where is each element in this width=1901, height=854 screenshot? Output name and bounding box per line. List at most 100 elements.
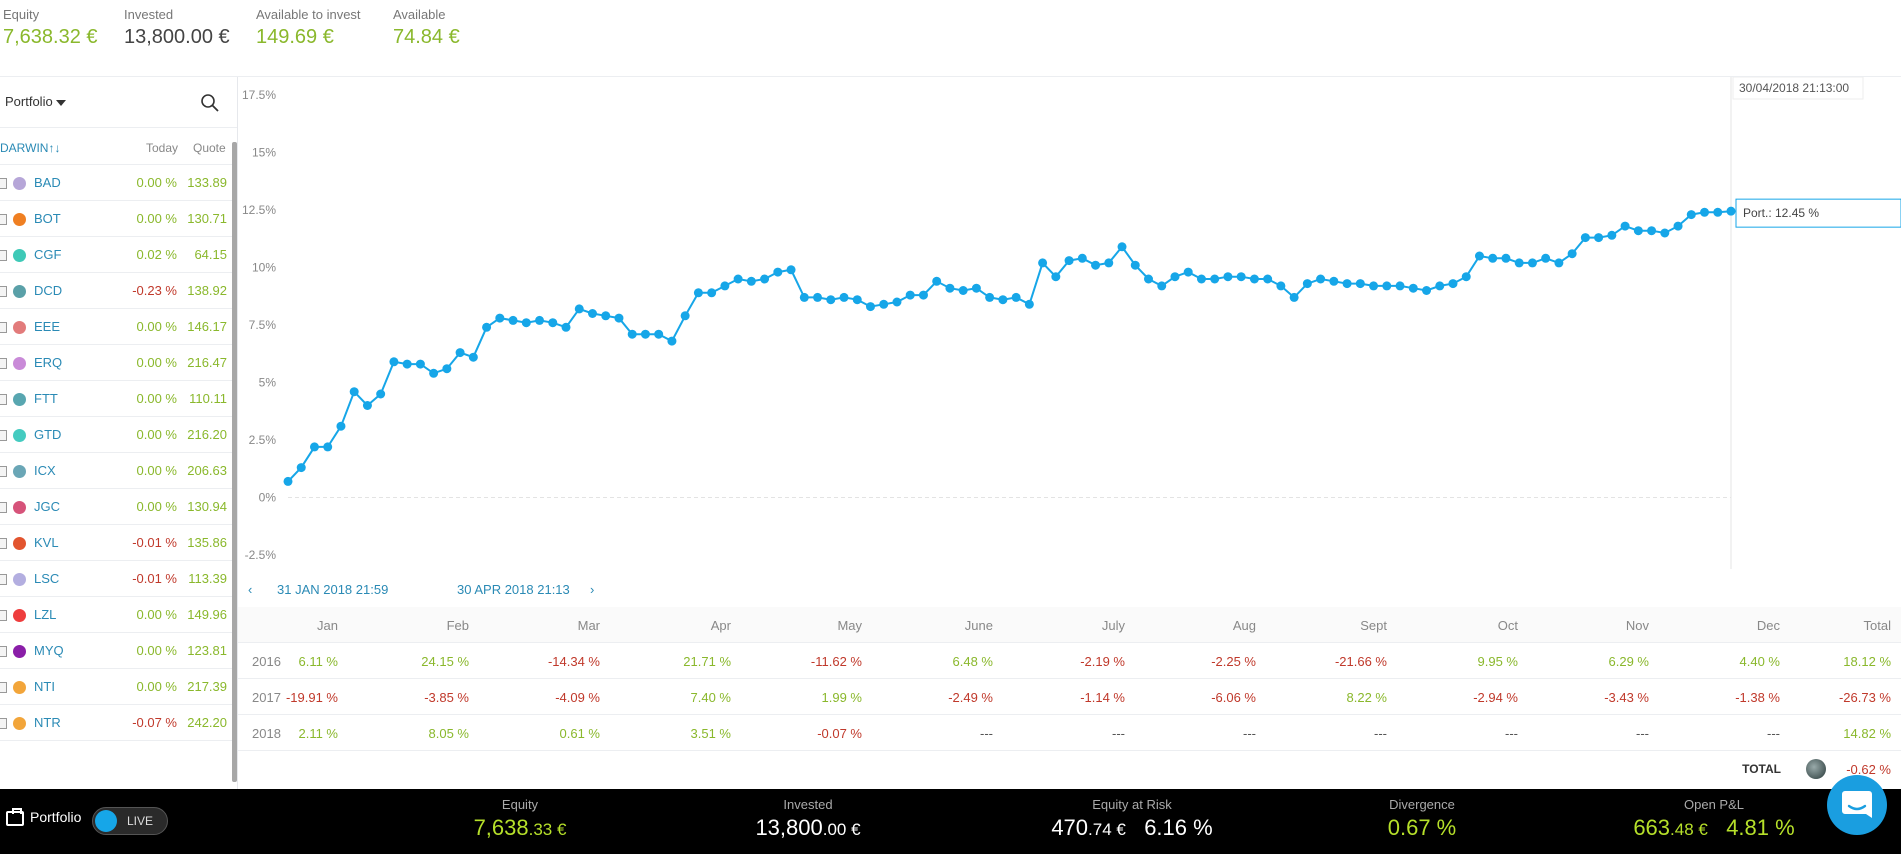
darwin-name[interactable]: ICX: [34, 463, 56, 478]
darwin-name[interactable]: NTR: [34, 715, 61, 730]
return-cell: -2.25 %: [1211, 654, 1256, 669]
darwin-name[interactable]: JGC: [34, 499, 60, 514]
darwin-row[interactable]: GTD 0.00 % 216.20: [0, 417, 237, 453]
darwin-row[interactable]: NTR -0.07 % 242.20: [0, 705, 237, 741]
y-tick-label: 5%: [259, 376, 277, 390]
darwin-name[interactable]: ERQ: [34, 355, 63, 370]
darwin-checkbox[interactable]: [0, 178, 7, 189]
table-row: 2018 2.11 % 8.05 % 0.61 % 3.51 % -0.07 % --- --…: [238, 715, 1901, 751]
portfolio-dropdown[interactable]: Portfolio: [5, 94, 66, 109]
darwin-quote: 242.20: [187, 715, 227, 730]
darwin-row[interactable]: BOT 0.00 % 130.71: [0, 201, 237, 237]
series-point: [1527, 258, 1537, 268]
darwin-row[interactable]: NTI 0.00 % 217.39: [0, 669, 237, 705]
live-toggle[interactable]: LIVE: [92, 807, 168, 835]
series-point: [1501, 253, 1511, 263]
portfolio-dropdown-label: Portfolio: [5, 94, 53, 109]
darwin-name[interactable]: LSC: [34, 571, 60, 586]
search-icon[interactable]: [200, 93, 220, 113]
darwin-name[interactable]: LZL: [34, 607, 57, 622]
series-point: [971, 283, 981, 293]
darwin-row[interactable]: LZL 0.00 % 149.96: [0, 597, 237, 633]
darwin-checkbox[interactable]: [0, 646, 7, 657]
month-header: Feb: [446, 618, 469, 633]
series-point: [415, 359, 425, 369]
series-point: [1488, 253, 1498, 263]
darwin-row[interactable]: JGC 0.00 % 130.94: [0, 489, 237, 525]
darwin-checkbox[interactable]: [0, 394, 7, 405]
darwin-name[interactable]: EEE: [34, 319, 61, 334]
darwin-quote: 113.39: [188, 571, 227, 586]
series-point: [429, 368, 439, 378]
series-point: [1514, 258, 1524, 268]
prev-period-icon[interactable]: ‹: [248, 582, 253, 597]
darwin-quote: 110.11: [189, 391, 227, 406]
stat-label: Equity: [3, 7, 40, 22]
darwin-checkbox[interactable]: [0, 322, 7, 333]
darwin-checkbox[interactable]: [0, 466, 7, 477]
return-cell: 24.15 %: [421, 654, 469, 669]
sort-darwin-header[interactable]: DARWIN↑↓: [0, 141, 61, 155]
month-header: June: [964, 618, 993, 633]
footer-stat-main: 0.67 %: [1387, 815, 1457, 840]
darwin-checkbox[interactable]: [0, 610, 7, 621]
return-cell: -6.06 %: [1211, 690, 1256, 705]
darwin-today: 0.02 %: [136, 247, 177, 262]
darwin-checkbox[interactable]: [0, 250, 7, 261]
series-point: [1091, 260, 1101, 270]
date-from[interactable]: 31 JAN 2018 21:59: [277, 582, 389, 597]
darwin-checkbox[interactable]: [0, 214, 7, 225]
darwin-name[interactable]: DCD: [34, 283, 63, 298]
darwin-name[interactable]: CGF: [34, 247, 62, 262]
darwin-checkbox[interactable]: [0, 718, 7, 729]
darwin-row[interactable]: KVL -0.01 % 135.86: [0, 525, 237, 561]
stat-label: Available to invest: [256, 7, 361, 22]
sidebar-scrollbar[interactable]: [232, 142, 237, 782]
series-point: [1196, 274, 1206, 284]
darwin-quote: 216.20: [187, 427, 227, 442]
darwin-row[interactable]: DCD -0.23 % 138.92: [0, 273, 237, 309]
footer-stat-value: 663.48 € 4.81 %: [1604, 815, 1824, 841]
darwin-row[interactable]: MYQ 0.00 % 123.81: [0, 633, 237, 669]
series-point: [309, 442, 319, 452]
darwin-row[interactable]: BAD 0.00 % 133.89: [0, 165, 237, 201]
footer-portfolio[interactable]: Portfolio: [6, 807, 81, 826]
darwin-row[interactable]: ICX 0.00 % 206.63: [0, 453, 237, 489]
darwin-checkbox[interactable]: [0, 682, 7, 693]
next-period-icon[interactable]: ›: [590, 582, 595, 597]
series-point: [495, 313, 505, 323]
darwin-checkbox[interactable]: [0, 538, 7, 549]
chat-button[interactable]: [1827, 775, 1887, 835]
year-label: 2017: [252, 690, 281, 705]
chat-icon: [1842, 791, 1872, 818]
darwin-name[interactable]: KVL: [34, 535, 59, 550]
darwin-checkbox[interactable]: [0, 502, 7, 513]
darwin-checkbox[interactable]: [0, 358, 7, 369]
darwin-name[interactable]: BAD: [34, 175, 61, 190]
darwin-list: BAD 0.00 % 133.89 BOT 0.00 % 130.71 CGF 0.02 % 6…: [0, 165, 237, 741]
darwin-checkbox[interactable]: [0, 574, 7, 585]
darwin-row[interactable]: ERQ 0.00 % 216.47: [0, 345, 237, 381]
darwin-name[interactable]: MYQ: [34, 643, 64, 658]
darwin-row[interactable]: FTT 0.00 % 110.11: [0, 381, 237, 417]
series-point: [468, 352, 478, 362]
month-header: Dec: [1756, 618, 1780, 633]
stat-value: 13,800.00 €: [124, 26, 230, 48]
return-cell: 6.29 %: [1608, 654, 1649, 669]
darwin-checkbox[interactable]: [0, 286, 7, 297]
darwin-color-dot: [13, 285, 26, 298]
darwin-name[interactable]: GTD: [34, 427, 62, 442]
darwin-row[interactable]: LSC -0.01 % 113.39: [0, 561, 237, 597]
series-point: [402, 359, 412, 369]
darwin-row[interactable]: CGF 0.02 % 64.15: [0, 237, 237, 273]
date-to[interactable]: 30 APR 2018 21:13: [457, 582, 570, 597]
return-cell: 6.11 %: [298, 654, 338, 669]
darwin-name[interactable]: NTI: [34, 679, 55, 694]
series-point: [1157, 281, 1167, 291]
darwin-row[interactable]: EEE 0.00 % 146.17: [0, 309, 237, 345]
darwin-name[interactable]: BOT: [34, 211, 61, 226]
darwin-name[interactable]: FTT: [34, 391, 58, 406]
return-cell: 1.99 %: [821, 690, 862, 705]
darwin-today: 0.00 %: [136, 643, 177, 658]
darwin-checkbox[interactable]: [0, 430, 7, 441]
